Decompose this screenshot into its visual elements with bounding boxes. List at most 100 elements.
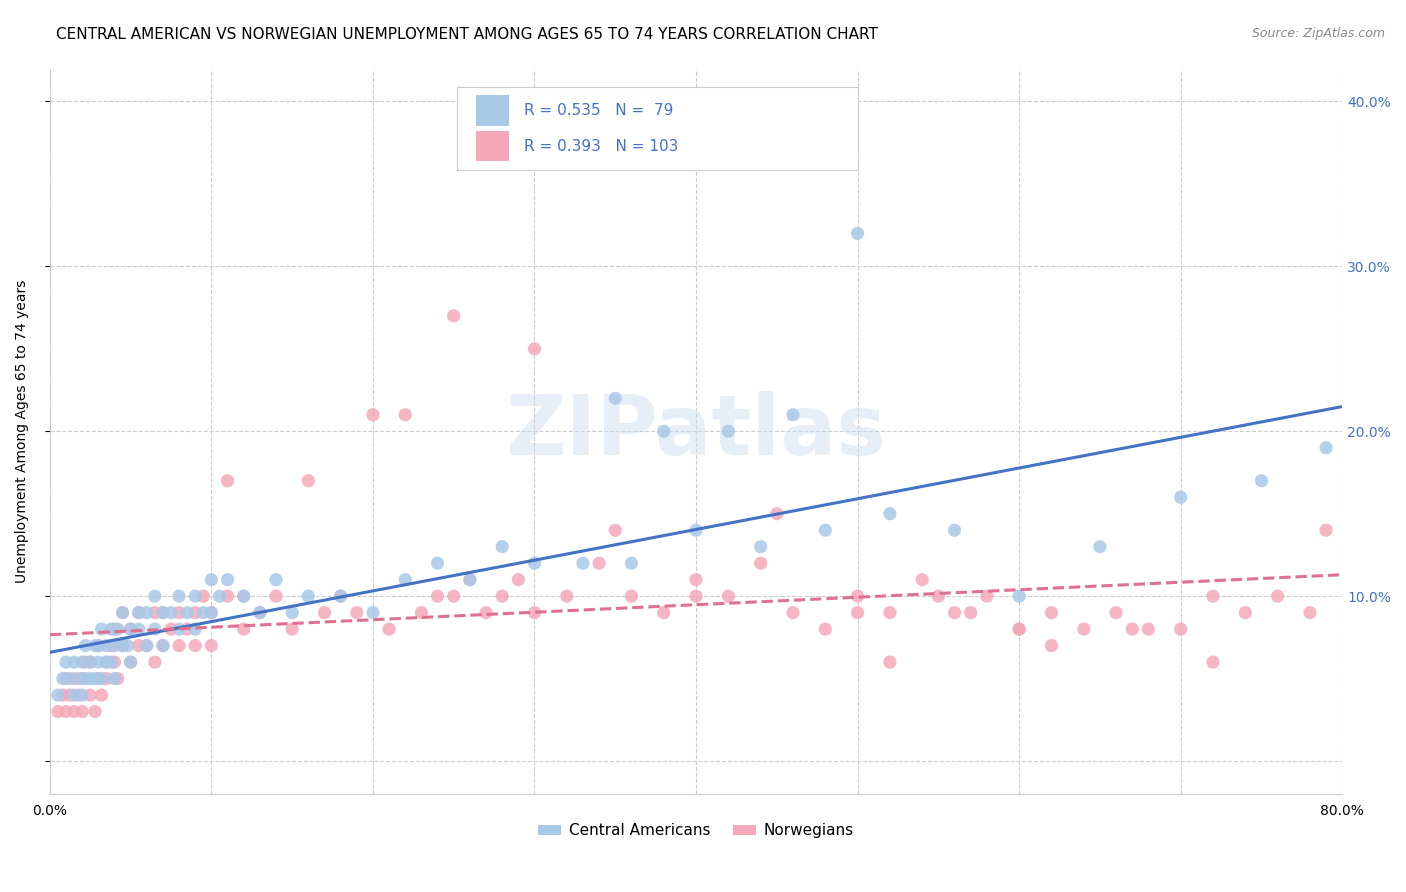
Point <box>846 227 869 241</box>
Point <box>84 639 107 653</box>
Point <box>217 589 239 603</box>
Point <box>572 556 595 570</box>
Point <box>232 589 254 603</box>
Point <box>135 639 157 653</box>
Point <box>249 606 271 620</box>
Point <box>143 606 166 620</box>
Point <box>58 672 80 686</box>
Point <box>523 606 546 620</box>
Point <box>685 589 707 603</box>
Point <box>111 639 134 653</box>
Point <box>232 589 254 603</box>
Point <box>120 655 142 669</box>
Point <box>281 606 304 620</box>
Point <box>75 655 97 669</box>
Point <box>84 672 107 686</box>
Point <box>160 606 183 620</box>
Point <box>152 639 174 653</box>
Legend: Central Americans, Norwegians: Central Americans, Norwegians <box>531 817 860 845</box>
Point <box>217 474 239 488</box>
Point <box>176 606 198 620</box>
Point <box>652 606 675 620</box>
Point <box>555 589 578 603</box>
Point <box>1008 622 1031 636</box>
Point <box>117 639 139 653</box>
Point <box>128 622 150 636</box>
Point <box>1008 622 1031 636</box>
Point <box>103 672 125 686</box>
Point <box>264 589 287 603</box>
Point <box>1121 622 1143 636</box>
Point <box>90 672 112 686</box>
Point <box>143 589 166 603</box>
Point <box>846 606 869 620</box>
Point <box>749 540 772 554</box>
Y-axis label: Unemployment Among Ages 65 to 74 years: Unemployment Among Ages 65 to 74 years <box>15 279 30 583</box>
Point <box>176 622 198 636</box>
Point <box>143 655 166 669</box>
Point <box>879 655 901 669</box>
Point <box>523 556 546 570</box>
Point <box>523 342 546 356</box>
Point <box>1299 606 1322 620</box>
Point <box>620 589 643 603</box>
Point <box>152 639 174 653</box>
Point <box>458 573 481 587</box>
Point <box>75 639 97 653</box>
Point <box>75 672 97 686</box>
Point <box>87 655 110 669</box>
Point <box>911 573 934 587</box>
Point <box>152 606 174 620</box>
Point <box>426 556 449 570</box>
Point <box>508 573 530 587</box>
Point <box>167 639 190 653</box>
Point <box>782 606 804 620</box>
Point <box>96 639 118 653</box>
Point <box>943 606 966 620</box>
Point <box>1073 622 1095 636</box>
Point <box>184 589 207 603</box>
Point <box>1170 622 1192 636</box>
Point <box>782 408 804 422</box>
Point <box>128 639 150 653</box>
Point <box>152 606 174 620</box>
Point <box>411 606 433 620</box>
Bar <box>477 95 509 126</box>
Point <box>1008 589 1031 603</box>
Point <box>135 639 157 653</box>
Point <box>426 589 449 603</box>
Point <box>58 688 80 702</box>
Point <box>1137 622 1160 636</box>
Point <box>394 408 416 422</box>
Point <box>63 688 86 702</box>
Point <box>70 705 93 719</box>
Text: Source: ZipAtlas.com: Source: ZipAtlas.com <box>1251 27 1385 40</box>
Point <box>1040 639 1063 653</box>
Point <box>96 672 118 686</box>
Text: CENTRAL AMERICAN VS NORWEGIAN UNEMPLOYMENT AMONG AGES 65 TO 74 YEARS CORRELATION: CENTRAL AMERICAN VS NORWEGIAN UNEMPLOYME… <box>56 27 879 42</box>
Point <box>346 606 368 620</box>
Point <box>90 688 112 702</box>
Point <box>1234 606 1257 620</box>
Point <box>160 622 183 636</box>
Point <box>652 424 675 438</box>
Point <box>120 655 142 669</box>
Point <box>685 523 707 537</box>
Point <box>620 556 643 570</box>
Point <box>1202 655 1225 669</box>
Point <box>184 606 207 620</box>
Point <box>63 705 86 719</box>
Point <box>959 606 981 620</box>
Point <box>167 606 190 620</box>
Point <box>378 622 401 636</box>
Point <box>120 622 142 636</box>
Point <box>200 573 222 587</box>
Point <box>879 606 901 620</box>
Point <box>167 589 190 603</box>
Point <box>46 705 69 719</box>
Point <box>70 672 93 686</box>
Point <box>79 655 101 669</box>
Point <box>103 655 125 669</box>
Point <box>96 655 118 669</box>
Point <box>128 606 150 620</box>
